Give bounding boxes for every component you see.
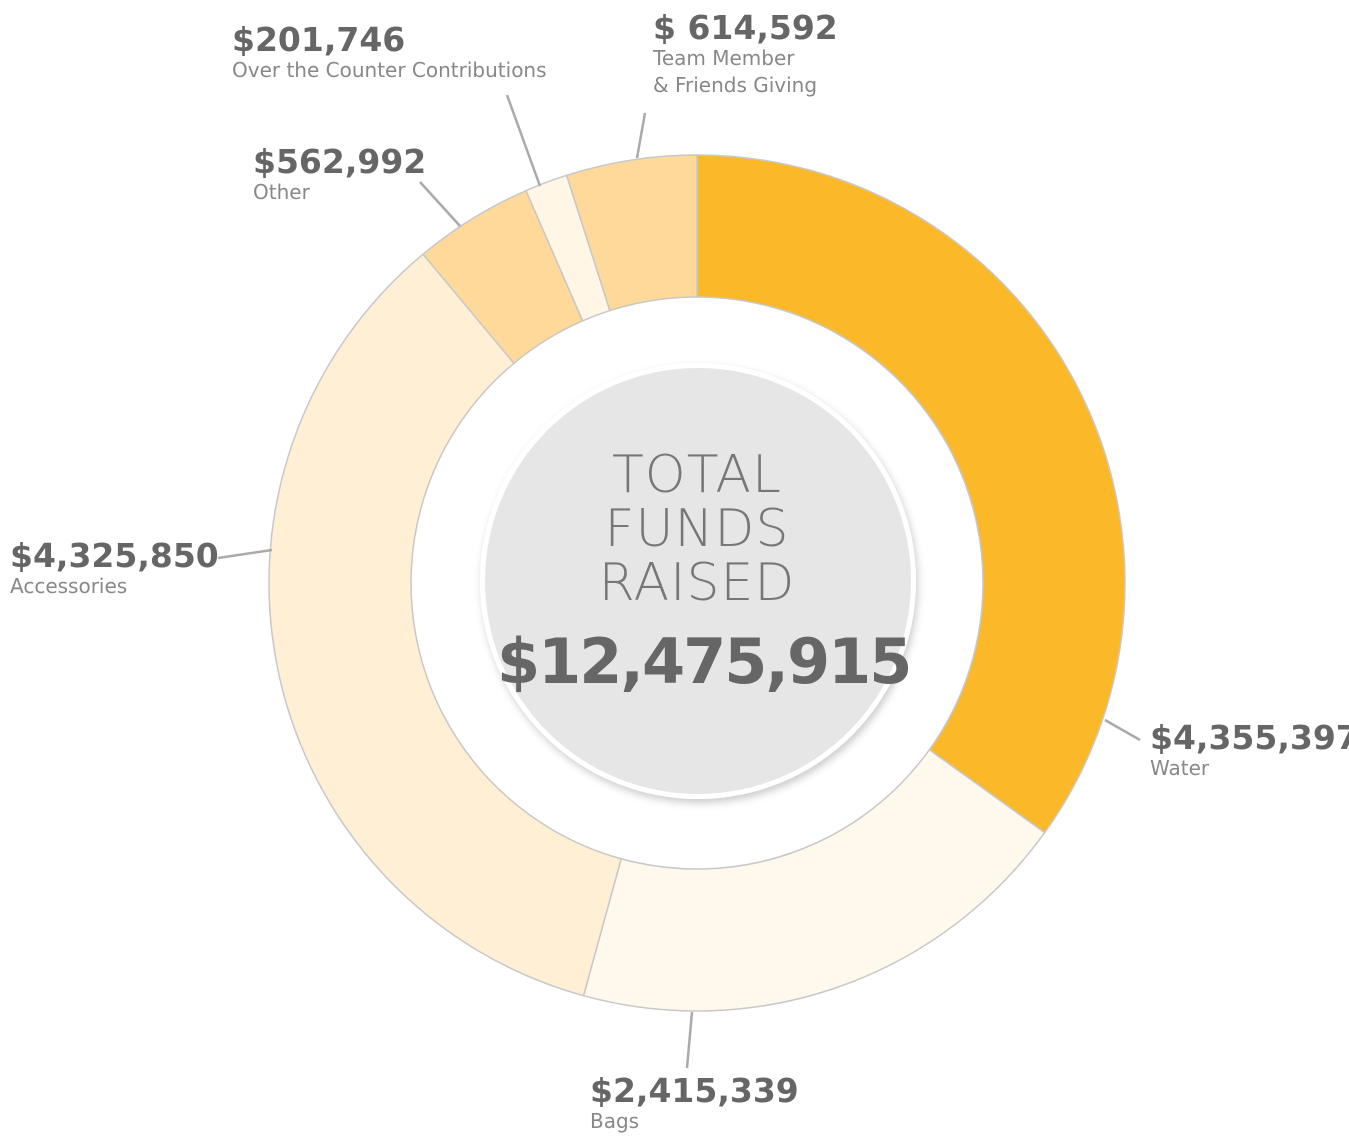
value-label: $201,746	[232, 20, 406, 59]
category-label: Other	[253, 180, 310, 204]
leader-line	[505, 94, 542, 187]
value-label: $562,992	[253, 142, 427, 181]
donut-slice	[696, 154, 1126, 834]
donut-slice	[565, 154, 698, 312]
category-label: Accessories	[10, 574, 128, 598]
value-label: $4,325,850	[10, 536, 219, 575]
leader-line	[635, 112, 647, 159]
center-disc	[485, 368, 911, 794]
center-label: TOTAL FUNDS RAISED	[598, 445, 796, 613]
leader-line	[419, 181, 461, 227]
donut-slice	[582, 748, 1046, 1012]
category-label: Team Member & Friends Giving	[653, 46, 818, 97]
value-label: $4,355,397	[1150, 718, 1349, 757]
leader-line	[685, 1011, 694, 1069]
value-label: $ 614,592	[653, 8, 838, 47]
category-label: Bags	[590, 1109, 640, 1133]
total-label: $12,475,915	[497, 625, 912, 698]
category-label: Water	[1150, 756, 1210, 780]
category-label: Over the Counter Contributions	[232, 58, 547, 82]
donut-slice	[268, 253, 623, 997]
leader-line	[1104, 718, 1141, 742]
leader-line	[217, 548, 273, 560]
value-label: $2,415,339	[590, 1071, 799, 1110]
